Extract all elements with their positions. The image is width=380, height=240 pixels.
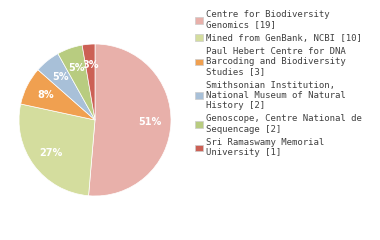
Wedge shape <box>21 70 95 120</box>
Wedge shape <box>58 45 95 120</box>
Text: 5%: 5% <box>68 63 85 73</box>
Text: 8%: 8% <box>38 90 54 100</box>
Wedge shape <box>38 54 95 120</box>
Text: 5%: 5% <box>52 72 69 82</box>
Wedge shape <box>82 44 95 120</box>
Text: 27%: 27% <box>40 148 63 157</box>
Legend: Centre for Biodiversity
Genomics [19], Mined from GenBank, NCBI [10], Paul Heber: Centre for Biodiversity Genomics [19], M… <box>195 9 363 158</box>
Text: 51%: 51% <box>138 117 161 127</box>
Text: 3%: 3% <box>82 60 98 71</box>
Wedge shape <box>89 44 171 196</box>
Wedge shape <box>19 104 95 196</box>
